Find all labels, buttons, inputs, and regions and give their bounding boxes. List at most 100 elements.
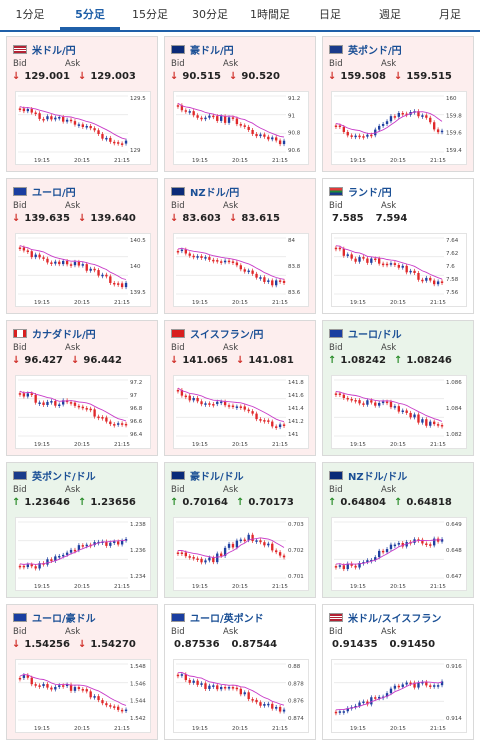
- x-tick-label: 20:15: [74, 584, 90, 590]
- candlestick-chart: 0.703 0.702 0.701 19:15 20:15 21:15: [176, 521, 304, 590]
- bid-ask-values: 0.91435 0.91450: [328, 639, 443, 650]
- y-tick-label: 1.544: [130, 699, 146, 705]
- rate-card[interactable]: スイスフラン/円 Bid Ask ↓ 141.065 ↓ 141.081 141.8 14…: [164, 320, 316, 456]
- tab-2[interactable]: 15分足: [132, 8, 168, 21]
- pair-title[interactable]: NZドル/円: [190, 187, 240, 199]
- pair-title[interactable]: 豪ドル/ドル: [190, 471, 244, 483]
- mini-chart[interactable]: 0.88 0.878 0.876 0.874 19:15 20:15 21:15: [173, 659, 309, 733]
- x-tick-label: 19:15: [34, 158, 50, 164]
- ask-label: Ask: [65, 627, 81, 637]
- rate-card[interactable]: 豪ドル/ドル Bid Ask ↑ 0.70164 ↑ 0.70173 0.703 0.70…: [164, 462, 316, 598]
- card-header: 英ポンド/ドル: [13, 468, 96, 483]
- candlestick-chart: 0.916 0.914 19:15 20:15 21:15: [334, 663, 462, 732]
- pair-title[interactable]: 豪ドル/円: [190, 45, 234, 57]
- x-tick-label: 19:15: [350, 300, 366, 306]
- pair-title[interactable]: 米ドル/スイスフラン: [348, 613, 442, 625]
- mini-chart[interactable]: 7.64 7.62 7.6 7.58 7.56 19:15 20:15 21:15: [331, 233, 467, 307]
- mini-chart[interactable]: 0.916 0.914 19:15 20:15 21:15: [331, 659, 467, 733]
- mini-chart[interactable]: 141.8 141.6 141.4 141.2 141 19:15 20:15 21:15: [173, 375, 309, 449]
- x-tick-label: 21:15: [272, 442, 288, 448]
- rate-card[interactable]: 豪ドル/円 Bid Ask ↓ 90.515 ↓ 90.520 91.2 91 90.8 90…: [164, 36, 316, 172]
- mini-chart[interactable]: 129.5 129 19:15 20:15 21:15: [15, 91, 151, 165]
- tab-0[interactable]: 1分足: [15, 8, 45, 21]
- rate-card[interactable]: 英ポンド/ドル Bid Ask ↑ 1.23646 ↑ 1.23656 1.238 1.2…: [6, 462, 158, 598]
- rate-card[interactable]: 英ポンド/円 Bid Ask ↓ 159.508 ↓ 159.515 160 159.8 1…: [322, 36, 474, 172]
- pair-title[interactable]: 米ドル/円: [32, 45, 76, 57]
- x-tick-label: 20:15: [390, 158, 406, 164]
- x-tick-label: 19:15: [192, 726, 208, 732]
- tab-6[interactable]: 週足: [379, 8, 401, 21]
- y-tick-label: 1.084: [446, 406, 462, 412]
- x-tick-label: 20:15: [232, 726, 248, 732]
- trend-arrow-icon: ↓: [235, 355, 245, 366]
- bid-value: 0.87536: [174, 639, 220, 650]
- tab-4[interactable]: 1時間足: [250, 8, 290, 21]
- ask-value: 0.91450: [389, 639, 436, 650]
- rate-card[interactable]: カナダドル/円 Bid Ask ↓ 96.427 ↓ 96.442 97.2 97 96.8…: [6, 320, 158, 456]
- pair-title[interactable]: ユーロ/ドル: [348, 329, 402, 341]
- rate-card[interactable]: 米ドル/円 Bid Ask ↓ 129.001 ↓ 129.003 129.5 129 19…: [6, 36, 158, 172]
- pair-title[interactable]: 英ポンド/円: [348, 45, 402, 57]
- tab-3[interactable]: 30分足: [192, 8, 228, 21]
- pair-title[interactable]: NZドル/ドル: [348, 471, 408, 483]
- flag-icon: [13, 44, 27, 54]
- ask-label: Ask: [223, 485, 239, 495]
- pair-title[interactable]: スイスフラン/円: [190, 329, 264, 341]
- x-tick-label: 19:15: [350, 726, 366, 732]
- mini-chart[interactable]: 1.238 1.236 1.234 19:15 20:15 21:15: [15, 517, 151, 591]
- bid-label: Bid: [329, 343, 343, 353]
- trend-arrow-icon: ↑: [12, 497, 21, 508]
- rate-card[interactable]: ランド/円 Bid Ask 7.585 7.594 7.64 7.62 7.6 7.58 7…: [322, 178, 474, 314]
- y-tick-label: 7.6: [446, 264, 455, 270]
- bid-label: Bid: [13, 485, 27, 495]
- mini-chart[interactable]: 84 83.8 83.6 19:15 20:15 21:15: [173, 233, 309, 307]
- mini-chart[interactable]: 91.2 91 90.8 90.6 19:15 20:15 21:15: [173, 91, 309, 165]
- rate-card[interactable]: ユーロ/豪ドル Bid Ask ↓ 1.54256 ↓ 1.54270 1.548 1.5…: [6, 604, 158, 740]
- pair-title[interactable]: ユーロ/豪ドル: [32, 613, 96, 625]
- tab-1[interactable]: 5分足: [60, 0, 120, 30]
- flag-icon: [329, 612, 343, 622]
- pair-title[interactable]: 英ポンド/ドル: [32, 471, 96, 483]
- y-tick-label: 1.236: [130, 548, 146, 554]
- mini-chart[interactable]: 140.5 140 139.5 19:15 20:15 21:15: [15, 233, 151, 307]
- bid-ask-labels: Bid Ask: [329, 59, 433, 69]
- tab-7[interactable]: 月足: [439, 8, 461, 21]
- ask-value: 0.87544: [231, 639, 278, 650]
- y-tick-label: 0.649: [446, 522, 462, 528]
- mini-chart[interactable]: 160 159.8 159.6 159.4 19:15 20:15 21:15: [331, 91, 467, 165]
- mini-chart[interactable]: 0.649 0.648 0.647 19:15 20:15 21:15: [331, 517, 467, 591]
- bid-ask-values: ↑ 0.64804 ↑ 0.64818: [328, 497, 460, 508]
- rate-card[interactable]: 米ドル/スイスフラン Bid Ask 0.91435 0.91450 0.916 0.…: [322, 604, 474, 740]
- trend-arrow-icon: ↓: [77, 71, 87, 82]
- ask-value: ↓ 90.520: [228, 71, 280, 82]
- ask-label: Ask: [381, 343, 397, 353]
- x-tick-label: 20:15: [74, 726, 90, 732]
- mini-chart[interactable]: 0.703 0.702 0.701 19:15 20:15 21:15: [173, 517, 309, 591]
- card-header: ユーロ/豪ドル: [13, 610, 96, 625]
- mini-chart[interactable]: 97.2 97 96.8 96.6 96.4 19:15 20:15 21:15: [15, 375, 151, 449]
- pair-title[interactable]: カナダドル/円: [32, 329, 96, 341]
- pair-title[interactable]: ユーロ/円: [32, 187, 76, 199]
- mini-chart[interactable]: 1.548 1.546 1.544 1.542 19:15 20:15 21:15: [15, 659, 151, 733]
- bid-ask-values: 7.585 7.594: [328, 213, 415, 224]
- ask-value: ↑ 1.08246: [393, 355, 452, 366]
- y-tick-label: 0.702: [288, 548, 304, 554]
- pair-title[interactable]: ランド/円: [348, 187, 392, 199]
- rate-card[interactable]: ユーロ/ドル Bid Ask ↑ 1.08242 ↑ 1.08246 1.086 1.08…: [322, 320, 474, 456]
- y-tick-label: 96.6: [130, 419, 143, 425]
- y-tick-label: 90.8: [288, 131, 301, 137]
- x-tick-label: 20:15: [232, 300, 248, 306]
- ask-label: Ask: [65, 201, 81, 211]
- rate-card[interactable]: ユーロ/円 Bid Ask ↓ 139.635 ↓ 139.640 140.5 140 13…: [6, 178, 158, 314]
- trend-arrow-icon: ↓: [12, 71, 21, 82]
- rate-card[interactable]: NZドル/円 Bid Ask ↓ 83.603 ↓ 83.615 84 83.8 83.6 1…: [164, 178, 316, 314]
- y-tick-label: 84: [288, 238, 295, 244]
- tab-5[interactable]: 日足: [319, 8, 341, 21]
- y-tick-label: 0.876: [288, 699, 304, 705]
- ask-label: Ask: [223, 343, 239, 353]
- y-tick-label: 7.62: [446, 251, 458, 257]
- rate-card[interactable]: NZドル/ドル Bid Ask ↑ 0.64804 ↑ 0.64818 0.649 0.6…: [322, 462, 474, 598]
- pair-title[interactable]: ユーロ/英ポンド: [190, 613, 264, 625]
- mini-chart[interactable]: 1.086 1.084 1.082 19:15 20:15 21:15: [331, 375, 467, 449]
- rate-card[interactable]: ユーロ/英ポンド Bid Ask 0.87536 0.87544 0.88 0.878…: [164, 604, 316, 740]
